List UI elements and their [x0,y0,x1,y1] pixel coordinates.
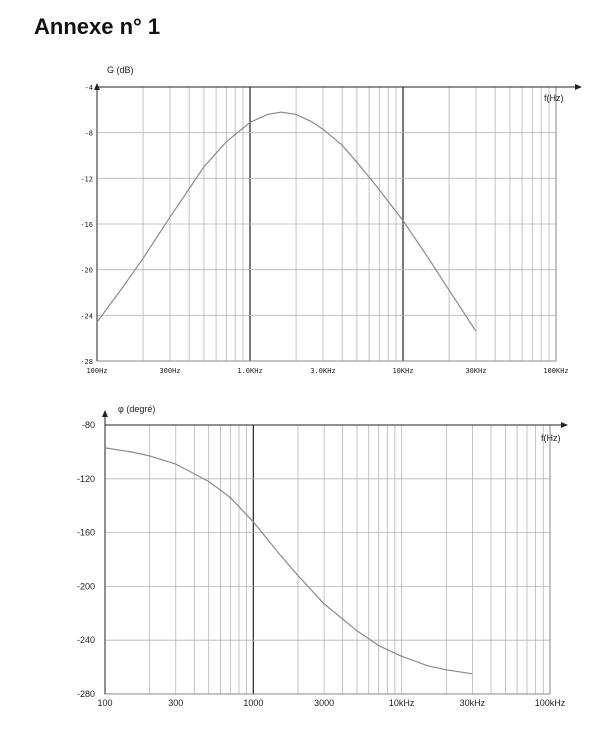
y-tick-label: -12 [80,175,93,183]
x-axis-arrow [561,422,568,428]
y-axis-arrow [102,410,108,417]
y-tick-label: -280 [77,689,95,699]
y-axis-label: G (dB) [107,65,134,75]
y-tick-label: -16 [80,221,93,229]
y-tick-label: -20 [80,267,93,275]
x-tick-label: 300Hz [159,367,180,375]
y-tick-label: -8 [85,130,93,138]
x-tick-label: 300 [168,698,183,708]
y-tick-label: -120 [77,474,95,484]
x-axis-label: f(Hz) [544,93,564,103]
x-tick-label: 100KHz [543,367,568,375]
x-tick-label: 100kHz [535,698,566,708]
x-axis-label: f(Hz) [541,433,561,443]
plot-frame [104,424,551,695]
x-tick-label: 3.0KHz [310,367,335,375]
x-tick-label: 1000 [243,698,263,708]
x-tick-label: 30kHz [460,698,486,708]
y-tick-label: -80 [82,420,95,430]
x-tick-label: 10kHz [389,698,415,708]
x-tick-label: 3000 [314,698,334,708]
series-line [96,111,477,332]
y-tick-label: -200 [77,581,95,591]
y-tick-label: -28 [80,358,93,366]
y-tick-label: -240 [77,635,95,645]
x-tick-label: 1.0KHz [237,367,262,375]
x-tick-label: 30KHz [465,367,486,375]
series-line [104,447,473,675]
x-axis-arrow [575,84,582,90]
y-tick-label: -24 [80,312,93,320]
x-tick-label: 100 [97,698,112,708]
y-tick-label: -160 [77,528,95,538]
x-tick-label: 100Hz [86,367,107,375]
x-tick-label: 10KHz [392,367,413,375]
page-title: Annexe n° 1 [34,14,161,39]
y-axis-label: φ (degré) [118,404,155,414]
y-tick-label: -4 [85,84,93,92]
